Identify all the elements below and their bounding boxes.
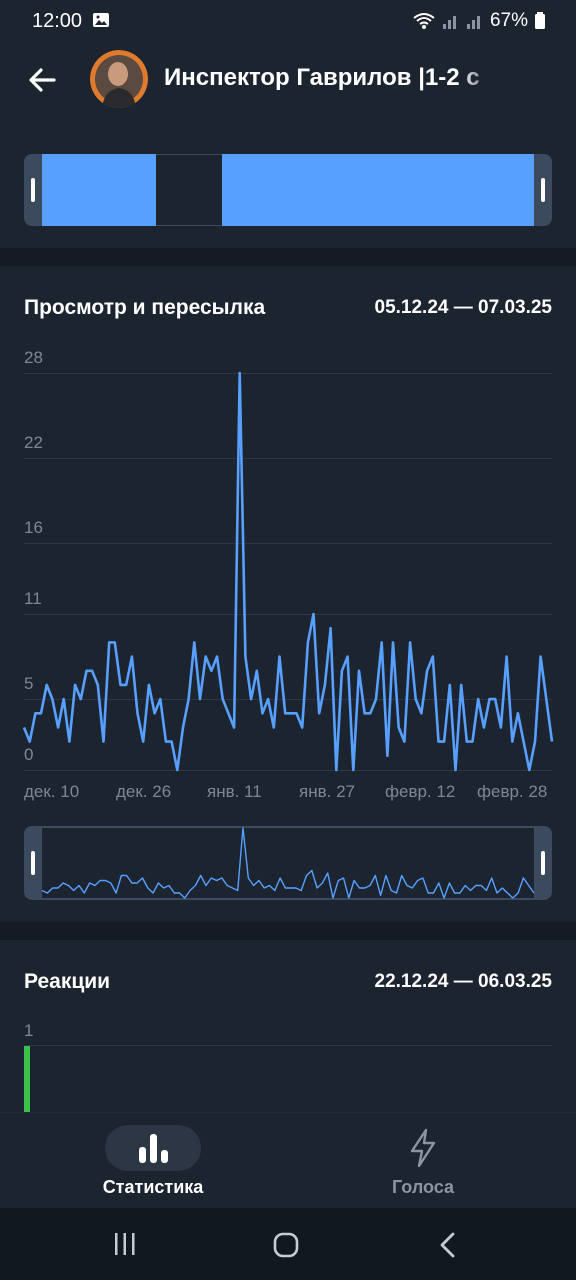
- bar-chart-icon: [139, 1134, 168, 1163]
- y-tick-label: 1: [24, 1021, 34, 1040]
- x-tick-label: февр. 28: [477, 782, 548, 801]
- system-navigation-bar: [0, 1208, 576, 1280]
- y-tick-label: 0: [24, 745, 34, 764]
- views-line-chart[interactable]: [0, 266, 576, 786]
- section-title: Реакции: [24, 970, 111, 993]
- views-chart-section: Просмотр и пересылка 05.12.24 — 07.03.25…: [0, 266, 576, 922]
- mini-selection-window: [42, 828, 534, 898]
- grid-line: [24, 770, 552, 771]
- y-tick-label: 16: [24, 518, 43, 537]
- mini-line-chart: [41, 827, 535, 899]
- range-handle-right[interactable]: [541, 178, 545, 202]
- grid-line: [24, 1045, 552, 1046]
- avatar[interactable]: [90, 50, 148, 108]
- nav-item-votes[interactable]: Голоса: [343, 1125, 503, 1198]
- signal-icon: [466, 16, 480, 29]
- status-time: 12:00: [32, 10, 83, 32]
- battery-percent: 67%: [489, 10, 528, 31]
- y-tick-label: 5: [24, 674, 34, 693]
- bottom-navigation: Статистика Голоса: [0, 1112, 576, 1209]
- x-tick-label: янв. 27: [299, 782, 355, 801]
- status-bar: 12:00 67%: [0, 0, 576, 44]
- lightning-icon: [410, 1128, 436, 1168]
- avatar-image: [90, 50, 148, 108]
- battery-icon: [535, 12, 545, 29]
- nav-icon-wrap: [375, 1125, 471, 1171]
- overview-range-selector[interactable]: [24, 154, 552, 226]
- signal-icon: [442, 16, 456, 29]
- reaction-bar[interactable]: [24, 1046, 30, 1112]
- wifi-icon: [413, 13, 435, 29]
- x-tick-label: февр. 12: [385, 782, 456, 801]
- date-range: 05.12.24 — 07.03.25: [374, 297, 552, 318]
- overview-selection-right[interactable]: [222, 154, 534, 226]
- x-tick-label: янв. 11: [207, 782, 262, 801]
- nav-label: Статистика: [102, 1177, 204, 1197]
- home-icon[interactable]: [272, 1231, 300, 1259]
- page-title: Инспектор Гаврилов |1-2 с: [164, 64, 480, 91]
- grid-line: [24, 699, 552, 700]
- grid-line: [24, 614, 552, 615]
- mini-series-line: [41, 827, 535, 899]
- views-series-line: [22, 371, 554, 772]
- nav-item-statistics[interactable]: Статистика: [73, 1125, 233, 1198]
- header: Инспектор Гаврилов |1-2 с: [0, 44, 576, 126]
- y-tick-label: 22: [24, 433, 43, 452]
- y-tick-label: 11: [24, 589, 42, 608]
- overview-selection-left[interactable]: [42, 154, 156, 226]
- reactions-chart-section: Реакции 22.12.24 — 06.03.25 1: [0, 940, 576, 1112]
- range-handle-left[interactable]: [31, 178, 35, 202]
- active-pill: [105, 1125, 201, 1171]
- status-right: 67%: [412, 10, 546, 32]
- y-tick-label: 28: [24, 348, 43, 367]
- overview-gap: [156, 154, 222, 226]
- overview-navigator: [0, 126, 576, 248]
- image-icon: [93, 13, 109, 27]
- grid-line: [24, 458, 552, 459]
- date-range: 22.12.24 — 06.03.25: [374, 971, 552, 992]
- arrow-left-icon[interactable]: [24, 62, 60, 98]
- x-tick-label: дек. 26: [116, 782, 172, 801]
- range-handle-left[interactable]: [31, 851, 35, 875]
- x-tick-label: дек. 10: [24, 782, 80, 801]
- grid-line: [24, 373, 552, 374]
- range-handle-right[interactable]: [541, 851, 545, 875]
- grid-line: [24, 543, 552, 544]
- system-back-icon[interactable]: [436, 1231, 460, 1259]
- recent-apps-icon[interactable]: [112, 1232, 138, 1256]
- section-title: Просмотр и пересылка: [24, 296, 266, 319]
- nav-label: Голоса: [391, 1177, 455, 1197]
